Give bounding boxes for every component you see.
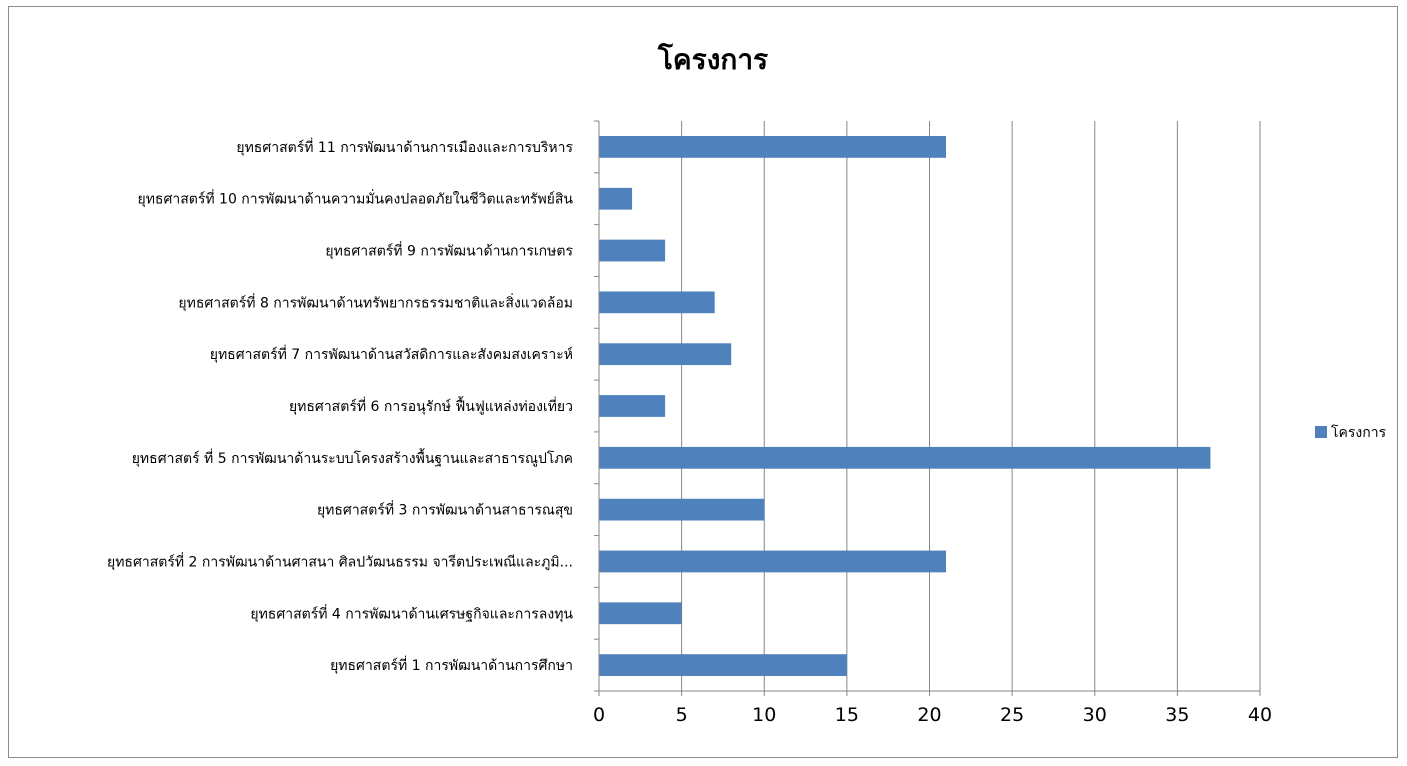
bar	[599, 654, 847, 676]
bar-chart: โครงการ ยุทธศาสตร์ที่ 11 การพัฒนาด้านการ…	[107, 42, 1387, 726]
x-tick-label: 5	[676, 704, 688, 726]
category-labels: ยุทธศาสตร์ที่ 11 การพัฒนาด้านการเมืองและ…	[107, 138, 573, 674]
bar	[599, 395, 666, 417]
bar	[599, 343, 732, 366]
bar	[599, 446, 1211, 469]
gridlines	[681, 121, 1261, 691]
category-label: ยุทธศาสตร์ที่ 10 การพัฒนาด้านความมั่นคงป…	[137, 190, 573, 208]
axes	[594, 120, 1261, 696]
x-tick-label: 40	[1248, 704, 1272, 726]
x-tick-label: 35	[1165, 704, 1189, 726]
x-tick-label: 0	[593, 704, 605, 726]
x-tick-labels: 0 5 10 15 20 25 30 35 40	[593, 704, 1272, 726]
category-label: ยุทธศาสตร์ที่ 11 การพัฒนาด้านการเมืองและ…	[236, 138, 573, 156]
chart-frame: โครงการ ยุทธศาสตร์ที่ 11 การพัฒนาด้านการ…	[8, 6, 1398, 758]
x-tick-label: 20	[917, 704, 941, 726]
legend-label: โครงการ	[1331, 424, 1387, 441]
bar	[599, 187, 633, 210]
bar	[599, 239, 666, 262]
category-label: ยุทธศาสตร์ที่ 9 การพัฒนาด้านการเกษตร	[325, 242, 573, 260]
category-label: ยุทธศาสตร์ที่ 8 การพัฒนาด้านทรัพยากรธรรม…	[178, 293, 573, 311]
bar	[599, 498, 765, 521]
bar	[599, 291, 715, 314]
bar	[599, 602, 682, 625]
legend: โครงการ	[1315, 424, 1387, 441]
x-tick-label: 15	[835, 704, 859, 726]
category-label: ยุทธศาสตร์ที่ 4 การพัฒนาด้านเศรษฐกิจและก…	[250, 604, 573, 622]
x-tick-label: 10	[752, 704, 776, 726]
legend-swatch	[1315, 426, 1327, 438]
bar	[599, 136, 947, 158]
bar	[599, 550, 947, 573]
bars	[599, 136, 1211, 676]
category-label: ยุทธศาสตร์ ที่ 5 การพัฒนาด้านระบบโครงสร้…	[132, 448, 573, 467]
x-tick-label: 25	[1000, 704, 1024, 726]
category-label: ยุทธศาสตร์ที่ 2 การพัฒนาด้านศาสนา ศิลปวั…	[107, 552, 573, 570]
chart-title: โครงการ	[657, 42, 768, 76]
category-label: ยุทธศาสตร์ที่ 1 การพัฒนาด้านการศึกษา	[330, 656, 573, 674]
category-label: ยุทธศาสตร์ที่ 3 การพัฒนาด้านสาธารณสุข	[317, 501, 573, 519]
category-label: ยุทธศาสตร์ที่ 6 การอนุรักษ์ ฟื้นฟูแหล่งท…	[289, 396, 573, 415]
category-label: ยุทธศาสตร์ที่ 7 การพัฒนาด้านสวัสดิการและ…	[210, 345, 573, 363]
x-tick-label: 30	[1083, 704, 1107, 726]
